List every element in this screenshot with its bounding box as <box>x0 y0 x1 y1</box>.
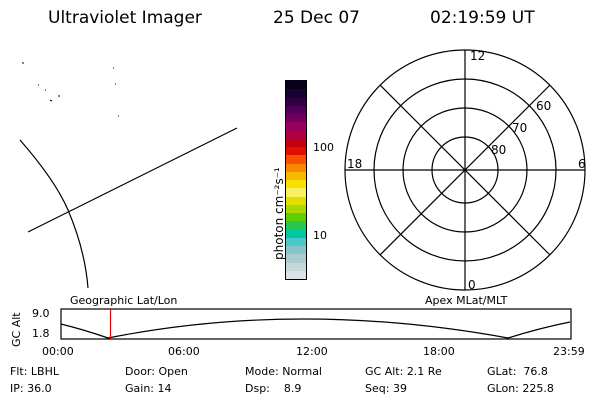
timeline-ylabel: GC Alt <box>10 312 23 347</box>
status-gc-alt: GC Alt: 2.1 Re <box>365 365 442 378</box>
timeline-frame <box>60 308 572 340</box>
status-glat: GLat: 76.8 <box>487 365 548 378</box>
timeline-left-title: Geographic Lat/Lon <box>70 294 178 307</box>
colorbar-band <box>286 228 306 238</box>
colorbar-band <box>286 129 306 139</box>
colorbar-band <box>286 220 306 230</box>
altitude-curve <box>60 318 571 339</box>
colorbar-band <box>286 187 306 197</box>
colorbar-band <box>286 245 306 255</box>
colorbar-band <box>286 204 306 213</box>
status-mode: Mode: Normal <box>245 365 322 378</box>
colorbar-band <box>286 96 306 106</box>
colorbar-unit-label: photon cm⁻²s⁻¹ <box>272 167 286 260</box>
mlat-label-70: 70 <box>512 121 527 135</box>
colorbar-band <box>286 270 306 279</box>
colorbar-tick-10: 10 <box>313 229 327 242</box>
timeline-xtick-2: 12:00 <box>296 345 328 358</box>
map-specks <box>22 62 119 117</box>
altitude-timeline <box>60 308 572 340</box>
colorbar-band <box>286 253 306 263</box>
timeline-ytick-top: 9.0 <box>32 307 50 320</box>
coastline-curve <box>19 139 89 289</box>
timeline-ytick-bottom: 1.8 <box>32 327 50 340</box>
status-flt: Flt: LBHL <box>10 365 59 378</box>
geographic-map <box>19 62 238 289</box>
colorbar-band <box>286 154 306 164</box>
mlat-label-60: 60 <box>536 99 551 113</box>
colorbar-band <box>286 121 306 131</box>
status-door: Door: Open <box>125 365 188 378</box>
polar-diagonal-2 <box>379 84 551 256</box>
date-label: 25 Dec 07 <box>273 8 360 28</box>
mlt-label-0: 0 <box>468 278 476 292</box>
colorbar-band <box>286 195 306 205</box>
status-glon: GLon: 225.8 <box>487 382 554 395</box>
timeline-xtick-3: 18:00 <box>423 345 455 358</box>
timeline-xtick-1: 06:00 <box>168 345 200 358</box>
colorbar-band <box>286 113 306 123</box>
colorbar-band <box>286 179 306 189</box>
mlt-label-12: 12 <box>470 49 485 63</box>
colorbar-band <box>286 212 306 222</box>
time-label: 02:19:59 UT <box>430 8 535 28</box>
timeline-right-title: Apex MLat/MLT <box>425 294 508 307</box>
colorbar-band <box>286 146 306 156</box>
status-ip: IP: 36.0 <box>10 382 52 395</box>
colorbar-band <box>286 138 306 147</box>
instrument-title: Ultraviolet Imager <box>48 8 202 28</box>
colorbar-band <box>286 105 306 114</box>
colorbar-band <box>286 261 306 271</box>
colorbar-band <box>286 171 306 180</box>
colorbar-tick-100: 100 <box>313 141 334 154</box>
colorbar-band <box>286 80 306 90</box>
mlt-label-18: 18 <box>347 157 362 171</box>
mlt-label-6: 6 <box>578 157 586 171</box>
ground-track-line <box>27 127 238 233</box>
color-scale-bar <box>285 80 307 280</box>
mlat-label-80: 80 <box>491 143 506 157</box>
colorbar-band <box>286 88 306 98</box>
timeline-xtick-4: 23:59 <box>553 345 585 358</box>
colorbar-band <box>286 162 306 172</box>
status-seq: Seq: 39 <box>365 382 407 395</box>
status-dsp: Dsp: 8.9 <box>245 382 302 395</box>
polar-plot: 12 18 6 0 60 70 80 <box>344 49 586 292</box>
status-gain: Gain: 14 <box>125 382 172 395</box>
timeline-xtick-0: 00:00 <box>42 345 74 358</box>
colorbar-band <box>286 237 306 246</box>
